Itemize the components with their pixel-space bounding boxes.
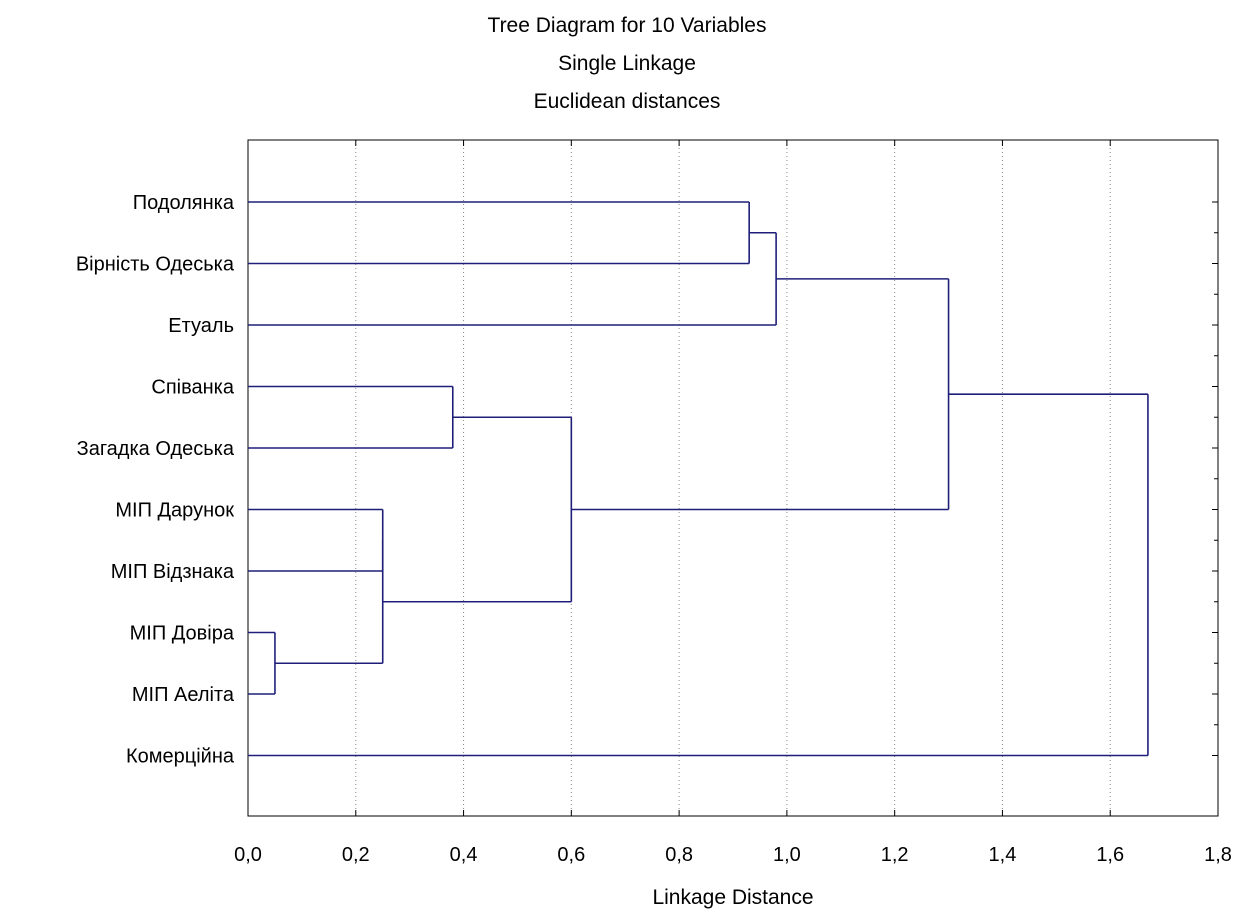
plot-frame [247, 139, 1219, 817]
dendrogram-tree [248, 201, 1149, 757]
leaf-label: МІП Довіра [130, 623, 235, 645]
x-axis-title: Linkage Distance [652, 886, 813, 909]
x-tick-labels: 0,0 0,2 0,4 0,6 0,8 1,0 1,2 1,4 1,6 1,8 [234, 844, 1232, 866]
leaf-labels: Подолянка Вірність Одеська Етуаль Співанка З… [76, 192, 235, 768]
x-tick-label: 0,6 [557, 844, 585, 866]
x-tick-label: 1,8 [1204, 844, 1232, 866]
chart-title: Tree Diagram for 10 Variables [487, 14, 767, 37]
leaf-label: Етуаль [168, 315, 234, 337]
grid-lines [355, 140, 1111, 816]
leaf-label: Вірність Одеська [76, 254, 235, 276]
x-tick-label: 1,4 [989, 844, 1017, 866]
chart-subtitle-linkage: Single Linkage [558, 52, 696, 75]
x-tick-label: 1,2 [881, 844, 909, 866]
x-tick-label: 1,6 [1096, 844, 1124, 866]
leaf-label: Комерційна [126, 746, 235, 768]
leaf-label: МІП Відзнака [111, 561, 235, 583]
leaf-label: МІП Аеліта [132, 684, 235, 706]
x-tick-label: 0,0 [234, 844, 262, 866]
x-tick-label: 0,4 [450, 844, 478, 866]
chart-subtitle-distance: Euclidean distances [533, 90, 721, 113]
axis-ticks [247, 140, 1219, 816]
leaf-label: Подолянка [133, 192, 235, 214]
x-tick-label: 1,0 [773, 844, 801, 866]
x-tick-label: 0,8 [665, 844, 693, 866]
x-tick-label: 0,2 [342, 844, 370, 866]
leaf-label: МІП Дарунок [115, 500, 234, 522]
leaf-label: Співанка [151, 377, 234, 399]
leaf-label: Загадка Одеська [77, 438, 235, 460]
